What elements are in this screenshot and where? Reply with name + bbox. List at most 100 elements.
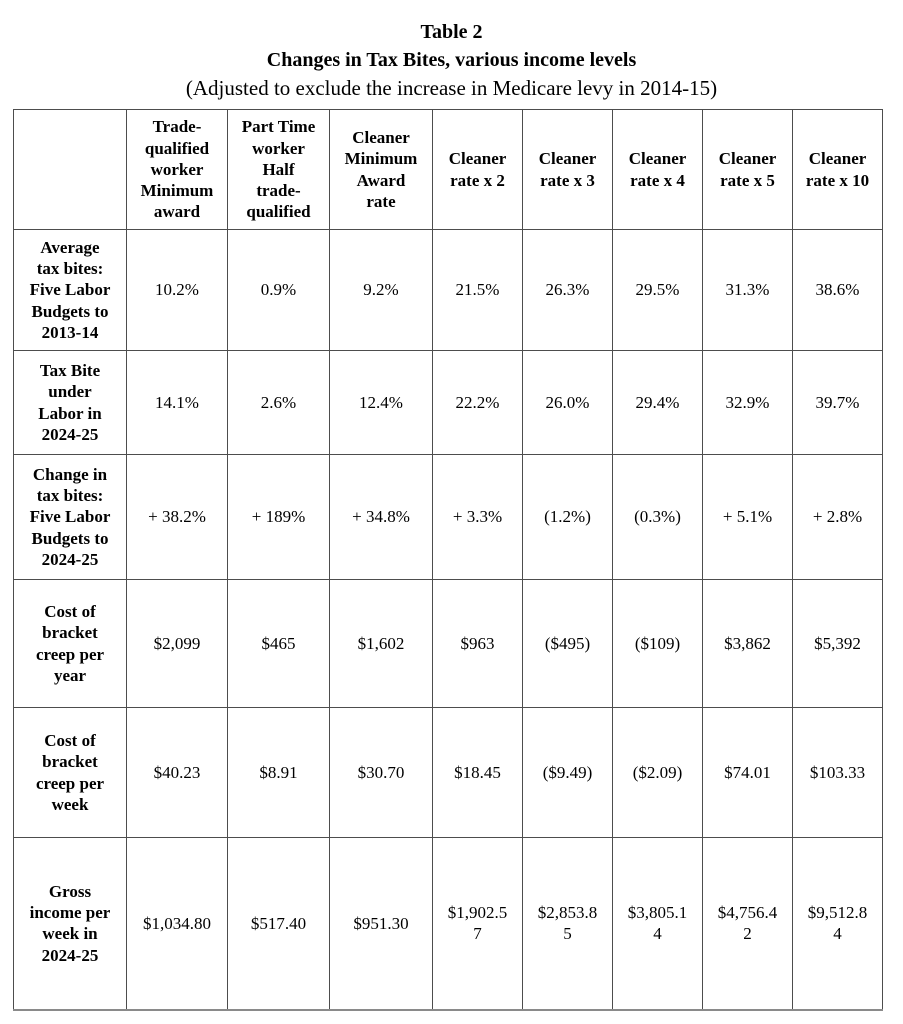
header-cell-cleaner-x3: Cleaner rate x 3 (522, 109, 613, 230)
cell-value: 26.3% (545, 280, 590, 300)
data-cell: ($495) (522, 579, 613, 708)
data-cell: 32.9% (702, 350, 793, 455)
data-cell: 9.2% (329, 229, 433, 351)
cell-value: $1,034.80 (143, 913, 211, 933)
cell-value: 29.5% (635, 280, 680, 300)
data-cell: $40.23 (126, 707, 228, 838)
cell-value: + 3.3% (452, 507, 503, 527)
data-cell: + 34.8% (329, 454, 433, 580)
table-row-gross-income-week: Gross income per week in 2024-25 $1,034.… (13, 837, 883, 1010)
cell-value: 22.2% (455, 392, 500, 412)
data-cell: 10.2% (126, 229, 228, 351)
data-cell: + 5.1% (702, 454, 793, 580)
cell-value: 29.4% (635, 392, 680, 412)
header-cell-empty (13, 109, 127, 230)
data-cell: ($109) (612, 579, 703, 708)
data-cell: + 2.8% (792, 454, 883, 580)
data-cell: 26.0% (522, 350, 613, 455)
cell-value: $30.70 (357, 762, 405, 782)
cell-value: $9,512.84 (807, 903, 868, 944)
data-cell: $2,853.85 (522, 837, 613, 1010)
data-cell: 39.7% (792, 350, 883, 455)
data-cell: $5,392 (792, 579, 883, 708)
cell-value: $4,756.42 (717, 903, 778, 944)
cell-value: + 189% (251, 507, 306, 527)
data-cell: $517.40 (227, 837, 330, 1010)
table-subheading: (Adjusted to exclude the increase in Med… (185, 76, 718, 100)
cell-value: 9.2% (363, 280, 399, 300)
cell-value: + 5.1% (722, 507, 773, 527)
data-cell: $103.33 (792, 707, 883, 838)
data-cell: (0.3%) (612, 454, 703, 580)
data-cell: 26.3% (522, 229, 613, 351)
cell-value: $963 (460, 633, 495, 653)
cell-value: $40.23 (153, 762, 201, 782)
cell-value: $465 (261, 633, 296, 653)
data-cell: $1,602 (329, 579, 433, 708)
cell-value: 21.5% (455, 280, 500, 300)
cell-value: $5,392 (814, 633, 861, 653)
cell-value: 0.9% (260, 280, 297, 300)
cell-value: $3,862 (724, 633, 771, 653)
data-cell: $1,902.57 (432, 837, 523, 1010)
data-cell: $1,034.80 (126, 837, 228, 1010)
header-cell-trade-qualified: Trade- qualified worker Minimum award (126, 109, 228, 230)
cell-value: ($2.09) (632, 762, 683, 782)
data-cell: 2.6% (227, 350, 330, 455)
cell-value: $18.45 (454, 762, 501, 782)
row-label: Change in tax bites: Five Labor Budgets … (13, 454, 127, 580)
table-row-average-tax-bites: Average tax bites: Five Labor Budgets to… (13, 229, 883, 351)
data-cell: $4,756.42 (702, 837, 793, 1010)
cell-value: $2,099 (153, 633, 201, 653)
header-cell-cleaner-x2: Cleaner rate x 2 (432, 109, 523, 230)
cell-value: 31.3% (725, 280, 770, 300)
row-label: Cost of bracket creep per year (13, 579, 127, 708)
data-cell: 12.4% (329, 350, 433, 455)
data-cell: $8.91 (227, 707, 330, 838)
cell-value: 2.6% (260, 392, 297, 412)
data-cell: 29.4% (612, 350, 703, 455)
cell-value: + 34.8% (352, 507, 410, 527)
table-row-cost-bracket-creep-year: Cost of bracket creep per year $2,099 $4… (13, 579, 883, 708)
data-cell: + 3.3% (432, 454, 523, 580)
cell-value: $1,602 (357, 633, 405, 653)
header-cell-cleaner-x10: Cleaner rate x 10 (792, 109, 883, 230)
data-cell: $951.30 (329, 837, 433, 1010)
data-cell: ($9.49) (522, 707, 613, 838)
data-cell: $963 (432, 579, 523, 708)
cell-value: $3,805.14 (627, 903, 688, 944)
table-row-change-in-tax-bites: Change in tax bites: Five Labor Budgets … (13, 454, 883, 580)
data-cell: $18.45 (432, 707, 523, 838)
data-cell: $2,099 (126, 579, 228, 708)
data-cell: 38.6% (792, 229, 883, 351)
cell-value: 38.6% (815, 280, 860, 300)
data-cell: 22.2% (432, 350, 523, 455)
data-cell: 0.9% (227, 229, 330, 351)
header-cell-cleaner-x4: Cleaner rate x 4 (612, 109, 703, 230)
header-cell-cleaner-x5: Cleaner rate x 5 (702, 109, 793, 230)
cell-value: 32.9% (725, 392, 770, 412)
table-number: Table 2 (420, 21, 483, 43)
row-label: Tax Bite under Labor in 2024-25 (13, 350, 127, 455)
data-cell: (1.2%) (522, 454, 613, 580)
header-cell-part-time: Part Time worker Half trade- qualified (227, 109, 330, 230)
cell-value: $517.40 (250, 913, 307, 933)
cell-value: 39.7% (815, 392, 860, 412)
cell-value: $74.01 (724, 762, 771, 782)
cell-value: $951.30 (353, 913, 409, 933)
data-cell: 21.5% (432, 229, 523, 351)
data-cell: + 189% (227, 454, 330, 580)
data-cell: ($2.09) (612, 707, 703, 838)
data-cell: $3,862 (702, 579, 793, 708)
cell-value: $2,853.85 (537, 903, 598, 944)
data-cell: 29.5% (612, 229, 703, 351)
cell-value: $103.33 (809, 762, 866, 782)
cell-value: + 38.2% (148, 507, 206, 527)
cell-value: ($109) (634, 633, 681, 653)
cell-value: 26.0% (545, 392, 590, 412)
row-label: Gross income per week in 2024-25 (13, 837, 127, 1010)
table-row-tax-bite-under-labor: Tax Bite under Labor in 2024-25 14.1% 2.… (13, 350, 883, 455)
cell-value: ($9.49) (542, 762, 593, 782)
data-cell: 31.3% (702, 229, 793, 351)
